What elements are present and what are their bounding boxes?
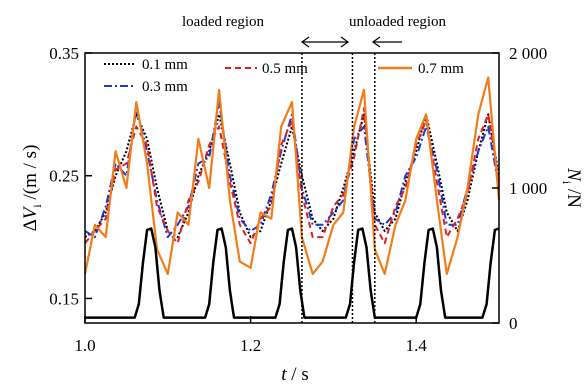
series-line-3 <box>83 76 501 275</box>
y-axis-right-title: Ni /N <box>560 167 584 208</box>
series-line-load <box>85 227 500 319</box>
unloaded-region-arrow <box>371 36 402 48</box>
y-left-tick-label: 0.35 <box>49 44 79 63</box>
legend-label-0-5mm: 0.5 mm <box>262 61 308 77</box>
series-line-0 <box>84 113 500 239</box>
series-layer <box>83 76 501 319</box>
svg-text:Ni /N: Ni /N <box>560 167 584 208</box>
y-right-tick-label: 0 <box>509 314 518 333</box>
x-tick-label: 1.2 <box>240 336 261 355</box>
y-right-tick-label: 2 000 <box>509 44 547 63</box>
loaded-region-arrow <box>300 36 350 48</box>
y-left-tick-label: 0.25 <box>49 167 79 186</box>
legend: 0.1 mm 0.5 mm 0.7 mm 0.3 mm <box>104 57 464 95</box>
x-tick-label: 1.4 <box>406 336 428 355</box>
y-axis-left-title: ΔVi /(m / s) <box>20 145 44 232</box>
svg-text:ΔVi /(m / s): ΔVi /(m / s) <box>20 145 44 232</box>
legend-label-0-3mm: 0.3 mm <box>142 79 188 95</box>
x-tick-label: 1.0 <box>74 336 95 355</box>
axis-ticks: 1.0 1.2 1.4 0.15 0.25 0.35 0 1 000 2 000 <box>49 44 547 355</box>
y-right-tick-label: 1 000 <box>509 179 547 198</box>
y-left-tick-label: 0.15 <box>49 289 79 308</box>
legend-label-0-1mm: 0.1 mm <box>142 57 188 73</box>
loaded-region-label: loaded region <box>182 14 265 30</box>
legend-label-0-7mm: 0.7 mm <box>418 61 464 77</box>
x-axis-title: t / s <box>281 364 308 385</box>
unloaded-region-label: unloaded region <box>349 14 447 30</box>
region-boundaries <box>301 53 376 323</box>
